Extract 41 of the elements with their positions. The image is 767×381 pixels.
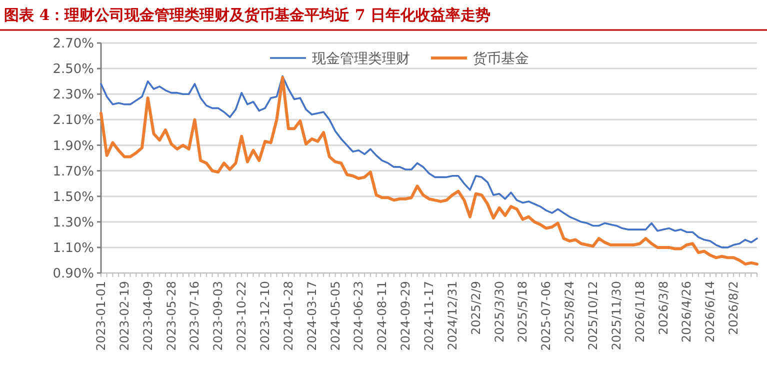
legend-label: 货币基金 — [473, 50, 529, 67]
x-tick-label: 2024-01-28 — [281, 281, 296, 351]
x-tick-label: 2026/3/8 — [656, 281, 670, 335]
x-tick-label: 2023-09-03 — [211, 281, 226, 351]
x-tick-label: 2025/11/30 — [609, 281, 624, 350]
x-tick-label: 2023-05-28 — [164, 281, 178, 351]
x-tick-label: 2026/6/14 — [703, 281, 718, 343]
x-tick-label: 2024/12/31 — [445, 281, 460, 350]
y-tick-label: 1.90% — [52, 138, 94, 154]
chart-title: 图表 4：理财公司现金管理类理财及货币基金平均近 7 日年化收益率走势 — [4, 6, 491, 24]
y-tick-label: 2.50% — [52, 62, 94, 78]
x-tick-label: 2024-09-29 — [398, 281, 413, 351]
x-tick-label: 2025-07-06 — [539, 281, 554, 351]
x-tick-label: 2024-11-17 — [422, 281, 436, 351]
x-tick-label: 2026/1/18 — [632, 281, 647, 343]
x-tick-label: 2023-10-22 — [234, 281, 249, 351]
y-tick-label: 1.70% — [52, 164, 94, 180]
y-tick-label: 1.30% — [52, 215, 94, 230]
x-tick-label: 2026/4/26 — [680, 281, 694, 343]
x-tick-label: 2023-04-09 — [140, 281, 155, 351]
x-tick-label: 2026/8/2 — [726, 281, 741, 335]
x-tick-label: 2025/8/24 — [562, 281, 577, 343]
x-tick-label: 2025/2/9 — [468, 281, 483, 335]
x-tick-label: 2024-05-05 — [328, 281, 342, 351]
x-tick-label: 2025/10/12 — [586, 281, 600, 350]
x-tick-label: 2024-08-11 — [375, 281, 390, 351]
x-tick-label: 2023-01-01 — [94, 281, 108, 351]
x-tick-label: 2023-02-19 — [117, 281, 132, 351]
x-tick-label: 2025/3/30 — [492, 281, 506, 343]
y-tick-label: 1.10% — [52, 240, 94, 256]
x-tick-label: 2024-06-23 — [352, 281, 366, 351]
y-tick-label: 2.30% — [52, 88, 94, 103]
y-tick-label: 0.90% — [52, 266, 94, 282]
legend-label: 现金管理类理财 — [312, 50, 410, 67]
y-tick-label: 1.50% — [52, 190, 94, 205]
x-tick-label: 2023-07-16 — [188, 281, 202, 351]
x-tick-label: 2023-12-10 — [258, 281, 272, 351]
y-tick-label: 2.70% — [52, 36, 94, 52]
y-tick-label: 2.10% — [52, 113, 94, 128]
x-tick-label: 2025/5/18 — [516, 281, 530, 343]
x-tick-label: 2024-03-17 — [304, 281, 319, 351]
